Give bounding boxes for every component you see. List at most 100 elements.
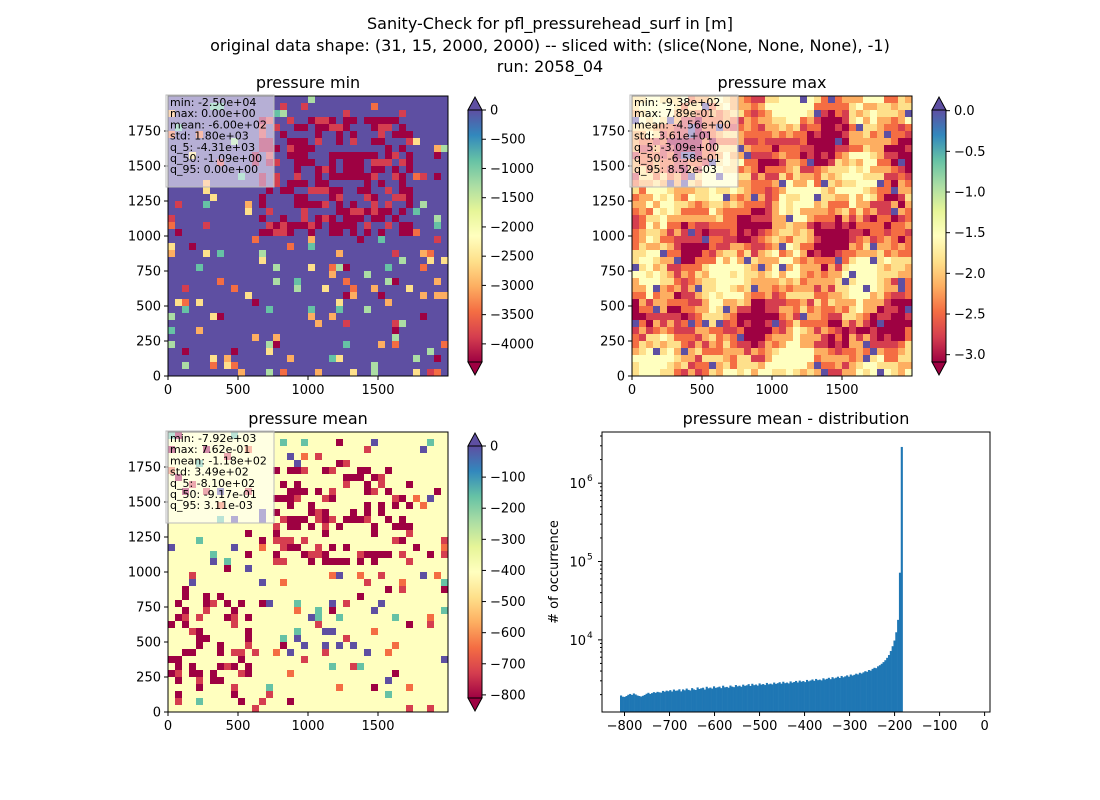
- heatmap-cell: [814, 236, 821, 243]
- heatmap-cell: [294, 159, 301, 166]
- heatmap-cell: [835, 257, 842, 264]
- heatmap-cell: [758, 236, 765, 243]
- heatmap-cell: [695, 271, 702, 278]
- heatmap-cell: [294, 145, 301, 152]
- heatmap-cell: [329, 544, 336, 551]
- x-tick-label: 1500: [361, 383, 394, 398]
- heatmap-cell: [744, 159, 751, 166]
- heatmap-cell: [406, 705, 413, 712]
- heatmap-cell: [210, 558, 217, 565]
- heatmap-cell: [835, 334, 842, 341]
- heatmap-cell: [744, 264, 751, 271]
- heatmap-cell: [744, 278, 751, 285]
- heatmap-cell: [674, 257, 681, 264]
- heatmap-cell: [385, 488, 392, 495]
- heatmap-cell: [660, 187, 667, 194]
- stats-line: q_5: -8.10e+02: [170, 477, 255, 490]
- heatmap-cell: [259, 698, 266, 705]
- heatmap-cell: [674, 355, 681, 362]
- heatmap-cell: [371, 362, 378, 369]
- heatmap-cell: [842, 187, 849, 194]
- heatmap-cell: [322, 124, 329, 131]
- heatmap-cell: [406, 621, 413, 628]
- heatmap-cell: [681, 348, 688, 355]
- heatmap-cell: [378, 215, 385, 222]
- heatmap-cell: [730, 334, 737, 341]
- histogram-bar: [672, 689, 675, 712]
- histogram-bar: [813, 680, 816, 712]
- heatmap-cell: [793, 292, 800, 299]
- heatmap-cell: [828, 159, 835, 166]
- heatmap-cell: [842, 145, 849, 152]
- histogram-bar: [729, 685, 732, 712]
- heatmap-cell: [751, 327, 758, 334]
- heatmap-cell: [667, 236, 674, 243]
- heatmap-cell: [681, 306, 688, 313]
- heatmap-cell: [800, 229, 807, 236]
- histogram-bar: [840, 675, 843, 712]
- heatmap-cell: [182, 621, 189, 628]
- heatmap-cell: [646, 334, 653, 341]
- heatmap-cell: [856, 124, 863, 131]
- heatmap-cell: [343, 124, 350, 131]
- heatmap-cell: [294, 544, 301, 551]
- heatmap-cell: [898, 159, 905, 166]
- x-tick-label: 1000: [291, 383, 324, 398]
- heatmap-cell: [660, 215, 667, 222]
- stats-line: min: -9.38e+02: [634, 96, 720, 109]
- heatmap-cell: [646, 348, 653, 355]
- heatmap-cell: [884, 131, 891, 138]
- heatmap-cell: [772, 250, 779, 257]
- heatmap-cell: [427, 495, 434, 502]
- heatmap-cell: [674, 250, 681, 257]
- stats-line: q_5: -4.31e+03: [170, 141, 255, 154]
- heatmap-cell: [399, 495, 406, 502]
- heatmap-cell: [364, 187, 371, 194]
- x-tick-label: −600: [697, 719, 733, 734]
- heatmap-cell: [287, 180, 294, 187]
- heatmap-cell: [210, 551, 217, 558]
- heatmap-cell: [287, 488, 294, 495]
- y-tick-label: 250: [136, 671, 161, 686]
- heatmap-cell: [751, 222, 758, 229]
- heatmap-cell: [343, 544, 350, 551]
- heatmap-cell: [646, 292, 653, 299]
- heatmap-cell: [266, 187, 273, 194]
- heatmap-cell: [898, 292, 905, 299]
- histogram-bar: [855, 673, 858, 712]
- heatmap-cell: [737, 334, 744, 341]
- heatmap-cell: [765, 187, 772, 194]
- heatmap-cell: [870, 194, 877, 201]
- heatmap-cell: [632, 369, 639, 376]
- heatmap-cell: [898, 355, 905, 362]
- heatmap-cell: [343, 320, 350, 327]
- heatmap-cell: [814, 145, 821, 152]
- heatmap-cell: [877, 292, 884, 299]
- colorbar-extend-bottom: [467, 361, 483, 377]
- colorbar: 0−500−1000−1500−2000−2500−3000−3500−4000: [467, 95, 534, 377]
- histogram-bar: [740, 686, 743, 712]
- heatmap-cell: [723, 215, 730, 222]
- heatmap-cell: [203, 635, 210, 642]
- heatmap-cell: [765, 334, 772, 341]
- heatmap-cell: [814, 180, 821, 187]
- heatmap-cell: [287, 523, 294, 530]
- heatmap-cell: [301, 152, 308, 159]
- colorbar-tick-label: −1.0: [954, 186, 986, 201]
- heatmap-cell: [786, 362, 793, 369]
- heatmap-cell: [406, 187, 413, 194]
- heatmap-cell: [828, 313, 835, 320]
- heatmap-cell: [870, 278, 877, 285]
- heatmap-cell: [863, 243, 870, 250]
- heatmap-cell: [266, 208, 273, 215]
- heatmap-cell: [632, 313, 639, 320]
- heatmap-cell: [280, 187, 287, 194]
- heatmap-cell: [751, 215, 758, 222]
- heatmap-cell: [716, 355, 723, 362]
- heatmap-cell: [168, 656, 175, 663]
- heatmap-cell: [786, 145, 793, 152]
- heatmap-cell: [779, 313, 786, 320]
- heatmap-cell: [639, 355, 646, 362]
- heatmap-cell: [828, 222, 835, 229]
- heatmap-cell: [856, 103, 863, 110]
